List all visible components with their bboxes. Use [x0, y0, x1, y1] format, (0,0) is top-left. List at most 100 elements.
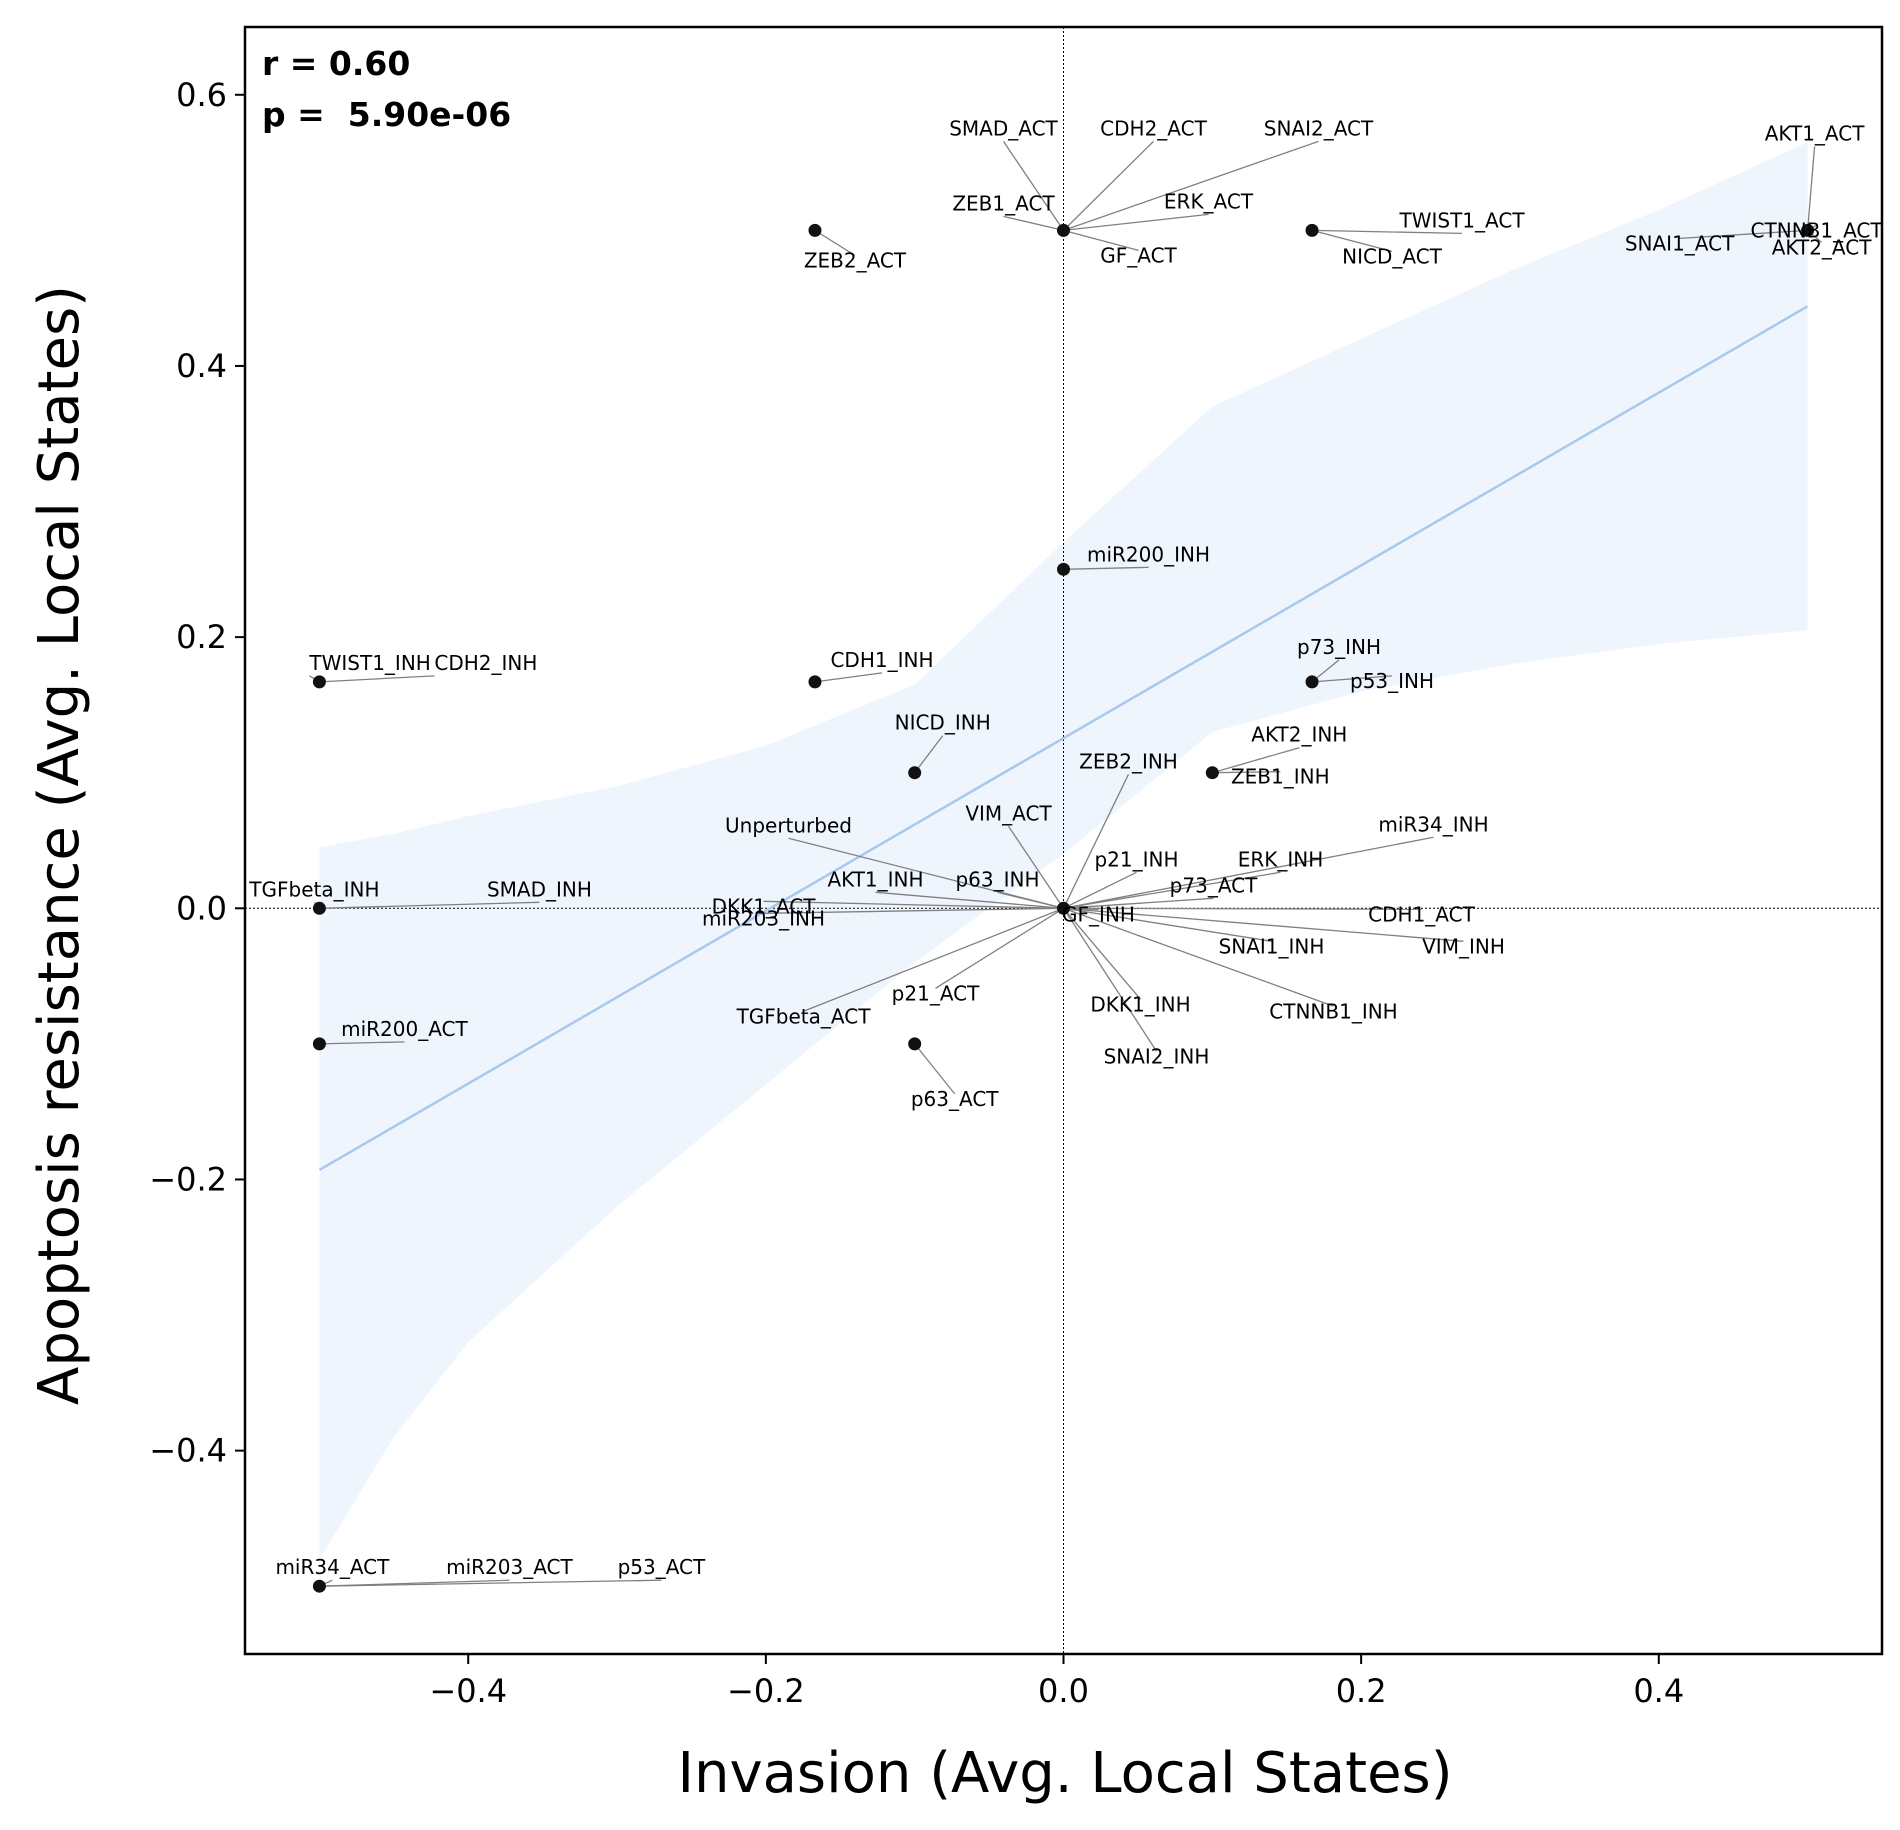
- point-label: CTNNB1_ACT: [1751, 218, 1884, 242]
- point-label: CDH2_ACT: [1100, 116, 1207, 140]
- point-label: p73_INH: [1297, 635, 1381, 659]
- stat-line-p: p = 5.90e-06: [262, 95, 511, 134]
- data-point: [1305, 675, 1319, 689]
- label-leader-line: [803, 907, 1064, 1012]
- point-label: ERK_ACT: [1164, 189, 1254, 213]
- label-leader-line: [1063, 907, 1141, 1000]
- point-label: CDH1_ACT: [1368, 902, 1475, 926]
- label-leader-line: [319, 1041, 405, 1045]
- point-label: NICD_INH: [895, 711, 991, 735]
- point-label: SNAI1_ACT: [1625, 231, 1735, 255]
- label-leader-line: [1063, 897, 1214, 909]
- data-point: [312, 1037, 326, 1051]
- point-label: VIM_ACT: [965, 801, 1052, 825]
- label-leader-line: [1063, 871, 1281, 909]
- point-label: AKT1_ACT: [1765, 121, 1865, 145]
- point-label: p63_INH: [955, 867, 1039, 891]
- point-label: ZEB1_INH: [1231, 765, 1330, 789]
- point-label: ZEB2_INH: [1079, 749, 1178, 773]
- data-point: [312, 675, 326, 689]
- point-label: miR200_ACT: [341, 1017, 468, 1041]
- y-axis-title: Apoptosis resistance (Avg. Local States): [27, 285, 92, 1405]
- point-labels-layer: SMAD_ACT CDH2_ACT SNAI2_ACT ZEB1_ACT ERK_ACT…: [248, 116, 1883, 1579]
- point-label: p63_ACT: [911, 1087, 999, 1111]
- reference-lines-layer: [245, 27, 1882, 1654]
- data-point: [808, 675, 822, 689]
- label-leader-line: [1003, 215, 1064, 232]
- point-label: DKK1_ACT: [712, 894, 817, 918]
- label-leader-line: [319, 675, 435, 683]
- label-leader-line: [1311, 675, 1393, 683]
- y-tick-label: −0.4: [149, 1432, 227, 1470]
- label-leader-line: [1063, 213, 1209, 232]
- y-tick-label: 0.4: [176, 347, 227, 385]
- label-leader-line: [814, 229, 856, 256]
- label-leader-line: [997, 891, 1064, 909]
- data-point: [312, 901, 326, 915]
- point-label: TGFbeta_ACT: [736, 1004, 872, 1028]
- point-label: TWIST1_ACT: [1399, 208, 1526, 232]
- label-leader-line: [1063, 229, 1139, 252]
- label-leader-line: [1063, 836, 1434, 909]
- label-leader-line: [1063, 871, 1137, 909]
- label-leader-line: [1063, 140, 1154, 231]
- data-point: [1057, 562, 1070, 576]
- point-label: CDH2_INH: [434, 651, 537, 675]
- data-point: [1057, 901, 1070, 915]
- point-label: AKT2_INH: [1251, 723, 1347, 747]
- point-label: TWIST1_INH: [308, 651, 430, 675]
- point-label: SMAD_ACT: [949, 116, 1058, 140]
- x-axis-title: Invasion (Avg. Local States): [677, 1741, 1452, 1806]
- label-leader-line: [1002, 141, 1065, 231]
- label-leader-line: [1063, 907, 1334, 1007]
- label-leader-line: [319, 1579, 662, 1587]
- label-leader-line: [1063, 140, 1319, 231]
- point-label: p53_ACT: [618, 1555, 706, 1579]
- point-label: DKK1_INH: [1090, 992, 1190, 1016]
- label-leader-line: [1679, 229, 1808, 240]
- y-tick-label: −0.2: [149, 1160, 227, 1198]
- point-label: GF_INH: [1062, 902, 1135, 926]
- point-label: VIM_INH: [1422, 934, 1505, 958]
- data-point: [1305, 223, 1319, 237]
- point-label: GF_ACT: [1100, 243, 1177, 267]
- axis-ticks-layer: −0.4 −0.2 0.0 0.2 0.4 −0.4 −0.2 0.0 0.2 0.4 0.6: [149, 76, 1684, 1710]
- point-label: ZEB1_ACT: [952, 191, 1055, 215]
- x-tick-label: −0.2: [727, 1672, 805, 1710]
- point-label: miR34_ACT: [275, 1555, 390, 1579]
- label-leader-line: [1212, 747, 1300, 774]
- label-leader-lines-layer: [309, 140, 1823, 1587]
- point-label: Unperturbed: [725, 813, 852, 837]
- label-leader-line: [1062, 907, 1158, 1052]
- data-point: [908, 766, 922, 780]
- label-leader-line: [763, 900, 1064, 909]
- data-point: [808, 223, 822, 237]
- confidence-band-layer: [319, 142, 1808, 1560]
- point-label: p53_INH: [1350, 669, 1434, 693]
- point-label: SNAI2_INH: [1104, 1044, 1210, 1068]
- point-label: SNAI1_INH: [1219, 934, 1325, 958]
- regression-line-layer: [318, 305, 1809, 1172]
- y-tick-label: 0.0: [176, 889, 227, 927]
- point-label: miR200_INH: [1087, 542, 1210, 566]
- label-leader-line: [1212, 771, 1281, 774]
- point-label: miR203_ACT: [446, 1555, 573, 1579]
- point-label: NICD_ACT: [1342, 244, 1443, 268]
- point-label: p21_ACT: [892, 981, 980, 1005]
- label-leader-line: [914, 1043, 956, 1095]
- point-label: p21_INH: [1094, 847, 1178, 871]
- label-leader-line: [763, 907, 1064, 914]
- label-leader-line: [935, 907, 1064, 989]
- point-label: CDH1_INH: [830, 648, 933, 672]
- point-label: SMAD_INH: [487, 877, 592, 901]
- stat-line-r: r = 0.60: [262, 44, 410, 83]
- y-tick-label: 0.2: [176, 618, 227, 656]
- data-point: [1057, 223, 1070, 237]
- x-tick-label: −0.4: [429, 1672, 507, 1710]
- label-leader-line: [1312, 229, 1463, 235]
- point-label: miR34_INH: [1378, 812, 1488, 836]
- x-tick-label: 0.2: [1336, 1672, 1387, 1710]
- label-leader-line: [814, 672, 883, 683]
- regression-line: [318, 305, 1809, 1172]
